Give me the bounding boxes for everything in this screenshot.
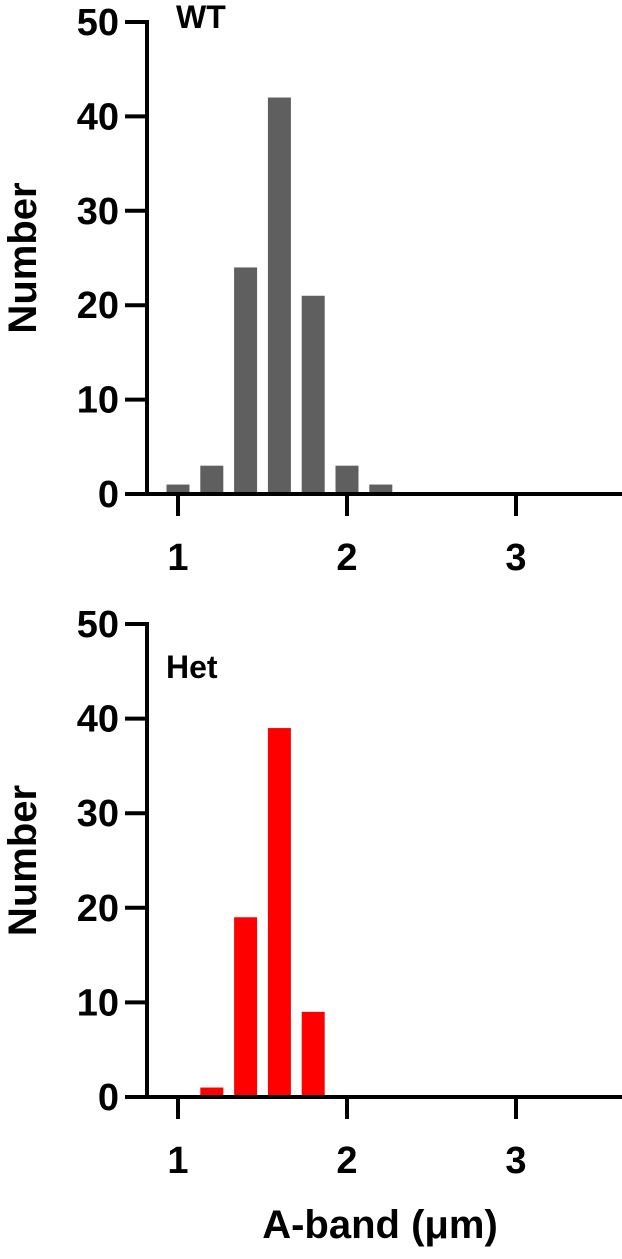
- bar-het: [301, 1011, 325, 1097]
- y-axis-label: Number: [1, 182, 45, 333]
- bar-het: [200, 1087, 224, 1097]
- bars-wt: [166, 97, 393, 495]
- panel-wt: 0 10 20 30 40 50 1 2 3 Number WT: [1, 0, 622, 579]
- labels-wt: 0 10 20 30 40 50 1 2 3 Number WT: [1, 0, 527, 579]
- y-tick-label: 40: [77, 96, 119, 138]
- panel-title: WT: [176, 0, 226, 35]
- x-tick-label: 1: [167, 1140, 188, 1182]
- x-tick-label: 3: [505, 537, 526, 579]
- bars-het: [200, 728, 325, 1097]
- x-axis-label: A-band (μm): [262, 1203, 498, 1247]
- bar-wt: [234, 267, 258, 494]
- bar-wt: [335, 465, 359, 494]
- y-tick-label: 30: [77, 793, 119, 835]
- bar-wt: [301, 295, 325, 494]
- y-tick-label: 50: [77, 2, 119, 44]
- axes-het: [125, 622, 622, 1119]
- y-tick-label: 40: [77, 699, 119, 741]
- x-tick-label: 2: [336, 1140, 357, 1182]
- y-tick-label: 0: [98, 474, 119, 516]
- x-tick-label: 3: [505, 1140, 526, 1182]
- panel-title: Het: [166, 649, 218, 685]
- bar-wt: [166, 484, 190, 494]
- y-tick-label: 20: [77, 888, 119, 930]
- bar-wt: [200, 465, 224, 494]
- panel-het: 0 10 20 30 40 50 1 2 3 Number Het A-band (μm): [1, 604, 622, 1247]
- y-tick-label: 30: [77, 191, 119, 233]
- bar-het: [234, 917, 258, 1097]
- axes-wt: [125, 20, 622, 516]
- bar-het: [267, 728, 291, 1097]
- x-tick-label: 2: [336, 537, 357, 579]
- bar-wt: [267, 97, 291, 495]
- y-tick-label: 10: [77, 380, 119, 422]
- y-tick-label: 0: [98, 1077, 119, 1119]
- labels-het: 0 10 20 30 40 50 1 2 3 Number Het A-band (μm): [1, 604, 527, 1247]
- y-axis-label: Number: [1, 785, 45, 936]
- x-tick-label: 1: [167, 537, 188, 579]
- y-tick-label: 10: [77, 982, 119, 1024]
- y-tick-label: 50: [77, 604, 119, 646]
- bar-wt: [369, 484, 393, 494]
- y-tick-label: 20: [77, 285, 119, 327]
